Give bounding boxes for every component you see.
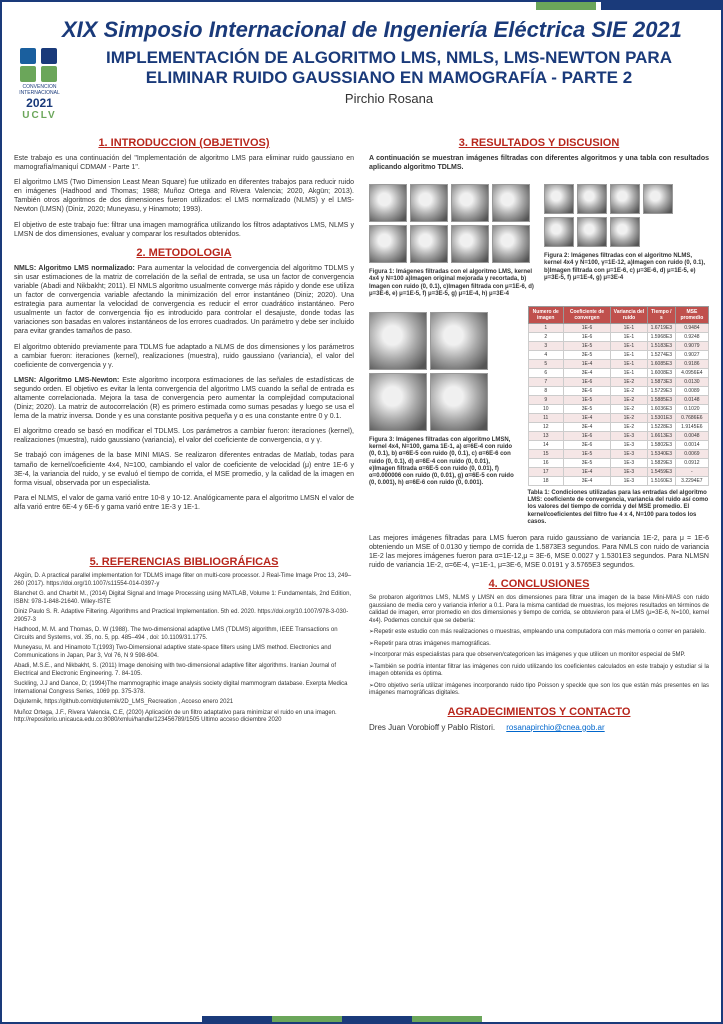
author-name: Pirchio Rosana (67, 91, 711, 106)
concl-b5: ➢Otro objetivo sería utilizar imágenes i… (369, 683, 709, 698)
table-row: 63E-41E-11.6008E34.0956E4 (528, 368, 709, 377)
fig3-caption: Figura 3: Imágenes filtradas con algorit… (369, 437, 518, 487)
reference-item: Diniz Paulo S. R. Adaptive Filtering. Al… (14, 609, 354, 624)
reference-item: Dqiuternik, https://github.com/dqiuterni… (14, 699, 354, 707)
table-row: 21E-61E-11.5968E30.9248 (528, 332, 709, 341)
intro-p1: Este trabajo es una continuación del "Im… (14, 154, 354, 172)
table-row: 131E-61E-31.6613E30.0048 (528, 431, 709, 440)
concl-b2: ➢Repetir para otras imágenes mamográfica… (369, 641, 709, 649)
reference-item: Abadi, M.S.E., and Nikbakht, S. (2011) I… (14, 663, 354, 678)
concl-b3: ➢Incorporar más especialistas para que o… (369, 652, 709, 660)
reference-item: Akgün, D. A practical parallel implement… (14, 573, 354, 588)
table-row: 163E-51E-31.5829E30.0912 (528, 458, 709, 467)
figure-1 (369, 184, 534, 263)
references-list: Akgün, D. A practical parallel implement… (14, 573, 354, 725)
method-p4: El algoritmo creado se basó en modificar… (14, 427, 354, 445)
method-p2: El algoritmo obtenido previamente para T… (14, 343, 354, 370)
table-row: 183E-41E-31.5160E33.2294E7 (528, 476, 709, 485)
table-row: 43E-51E-11.5274E30.9027 (528, 350, 709, 359)
fig1-caption: Figura 1: Imágenes filtradas con el algo… (369, 269, 534, 298)
method-heading: 2. METODOLOGIA (14, 247, 354, 259)
table-row: 111E-41E-21.5301E30.7686E6 (528, 413, 709, 422)
table-row: 123E-41E-21.5228E31.9145E6 (528, 422, 709, 431)
concl-p1: Se probaron algoritmos LMS, NLMS y LMSN … (369, 595, 709, 625)
table1-caption: Tabla 1: Condiciones utilizadas para las… (528, 490, 710, 526)
fig2-caption: Figura 2: Imágenes filtradas con el algo… (544, 253, 709, 282)
table-row: 151E-51E-31.5340E30.0069 (528, 449, 709, 458)
refs-heading: 5. REFERENCIAS BIBLIOGRÁFICAS (14, 556, 354, 568)
ack-text: Dres Juan Vorobioff y Pablo Ristori. ros… (369, 723, 709, 732)
reference-item: Muneyasu, M. and Hinamoto T.(1993) Two-D… (14, 645, 354, 660)
table-row: 103E-51E-21.6036E30.1020 (528, 404, 709, 413)
method-p5: Se trabajó con imágenes de la base MINI … (14, 451, 354, 487)
results-intro: A continuación se muestran imágenes filt… (369, 154, 709, 172)
table-row: 83E-61E-21.5729E30.0089 (528, 386, 709, 395)
intro-p2: El algoritmo LMS (Two Dimension Least Me… (14, 178, 354, 214)
reference-item: Suckling, J.J and Dance, D; (1994)The ma… (14, 681, 354, 696)
table-row: 143E-61E-31.5802E30.0014 (528, 440, 709, 449)
intro-p3: El objetivo de este trabajo fue: filtrar… (14, 221, 354, 239)
top-bar-green (536, 2, 596, 10)
top-bar-blue (601, 2, 721, 10)
ack-heading: AGRADECIMIENTOS Y CONTACTO (369, 706, 709, 718)
sub-title: IMPLEMENTACIÓN DE ALGORITMO LMS, NMLS, L… (67, 48, 711, 88)
concl-b1: ➢Repetir este estudio con más realizacio… (369, 629, 709, 637)
results-table: Numero de imagenCoeficiente de convergen… (528, 306, 710, 486)
method-p1: NMLS: Algoritmo LMS normalizado: Para au… (14, 264, 354, 337)
table-row: 71E-61E-21.5873E30.0130 (528, 377, 709, 386)
table-row: 51E-41E-11.6085E30.9186 (528, 359, 709, 368)
table-row: 171E-41E-31.5459E3- (528, 467, 709, 476)
reference-item: Muñoz Ortega, J.F., Rivera Valencia, C.E… (14, 710, 354, 725)
table-row: 11E-61E-11.6719E30.9484 (528, 323, 709, 332)
table-row: 31E-51E-11.5183E30.9079 (528, 341, 709, 350)
results-p1: Las mejores imágenes filtradas para LMS … (369, 534, 709, 570)
results-heading: 3. RESULTADOS Y DISCUSION (369, 137, 709, 149)
reference-item: Blanchet G. and Charbit M., (2014) Digit… (14, 591, 354, 606)
figure-3 (369, 312, 518, 431)
concl-heading: 4. CONCLUSIONES (369, 578, 709, 590)
intro-heading: 1. INTRODUCCION (OBJETIVOS) (14, 137, 354, 149)
method-p6: Para el NLMS, el valor de gama varió ent… (14, 494, 354, 512)
concl-b4: ➢También se podría intentar filtrar las … (369, 664, 709, 679)
table-row: 91E-51E-21.5885E30.0148 (528, 395, 709, 404)
contact-email[interactable]: rosanapirchio@cnea.gob.ar (506, 723, 604, 732)
figure-2 (544, 184, 709, 247)
reference-item: Hadhood, M. M. and Thomas, D. W (1988). … (14, 627, 354, 642)
method-p3: LMSN: Algoritmo LMS-Newton: Este algorit… (14, 376, 354, 421)
convention-logo: CONVENCION INTERNACIONAL 2021 UCLV (12, 48, 67, 121)
